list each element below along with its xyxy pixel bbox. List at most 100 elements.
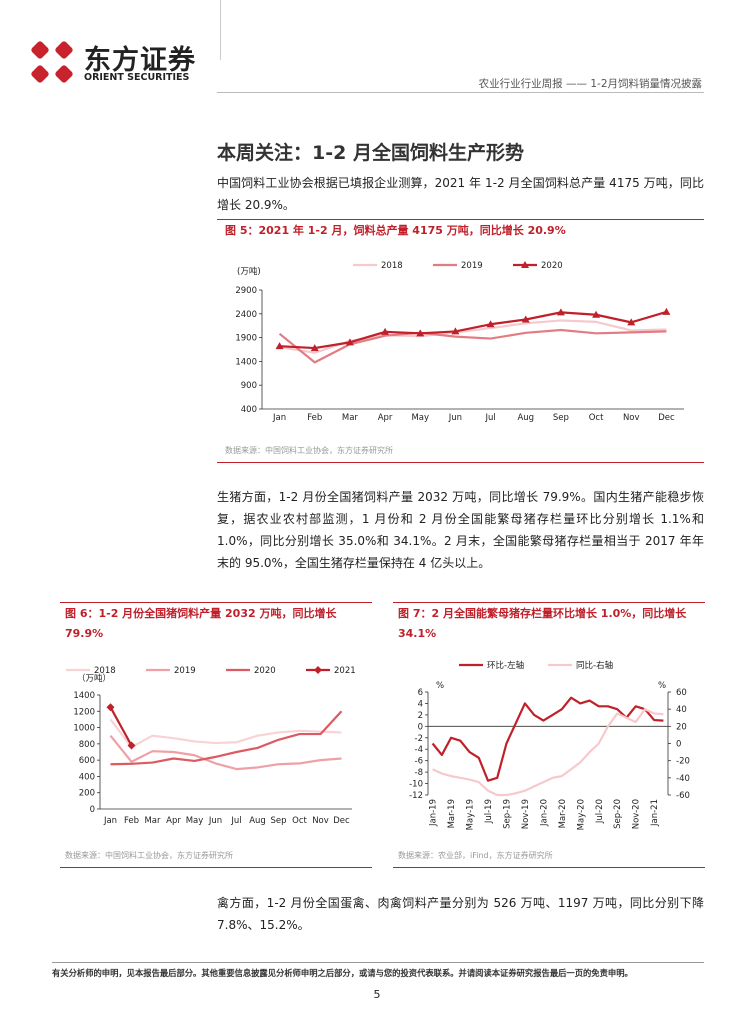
x-tick-label: Sep-20 — [613, 799, 623, 829]
x-tick-label: May — [411, 413, 429, 423]
x-tick-label: Jul-19 — [484, 799, 494, 824]
series-line — [109, 718, 342, 749]
series-line — [279, 310, 667, 350]
x-tick-label: Oct — [589, 413, 604, 423]
x-tick-label: May-19 — [466, 799, 476, 830]
point-marker — [106, 703, 115, 712]
section-title: 本周关注：1-2 月全国饲料生产形势 — [217, 142, 524, 164]
point-marker — [556, 308, 565, 316]
paragraph: 禽方面，1-2 月份全国蛋禽、肉禽饲料产量分别为 526 万吨、1197 万吨，… — [217, 896, 704, 932]
figure-source: 数据来源：中国饲料工业协会，东方证券研究所 — [225, 446, 393, 455]
legend-label: 2021 — [334, 666, 356, 676]
y-unit: (万吨) — [237, 266, 261, 277]
x-tick-label: Nov — [312, 816, 329, 826]
y-tick-label: 4 — [418, 699, 423, 709]
series-line — [110, 710, 343, 766]
x-tick-label: Mar — [144, 816, 161, 826]
point-marker — [662, 307, 671, 315]
figure-title: 图 5：2021 年 1-2 月，饲料总产量 4175 万吨，同比增长 20.9… — [225, 224, 566, 237]
figure-rule — [217, 219, 704, 220]
point-marker — [310, 344, 319, 352]
paragraph: 中国饲料工业协会根据已填报企业测算，2021 年 1-2 月全国饲料总产量 41… — [217, 176, 704, 212]
logo-mark — [31, 41, 73, 83]
x-tick-label: May-20 — [576, 799, 586, 830]
header-rule — [220, 0, 221, 60]
x-tick-label: Nov-19 — [521, 799, 531, 829]
page-number: 5 — [373, 988, 381, 1001]
x-tick-label: May — [186, 816, 204, 826]
y-tick-label: 1200 — [73, 707, 95, 717]
y-tick-label: -6 — [415, 757, 423, 767]
disclaimer: 有关分析师的申明，见本报告最后部分。其他重要信息披露见分析师申明之后部分，或请与… — [52, 968, 633, 978]
figure-rule — [60, 602, 372, 603]
x-tick-label: Jul — [484, 413, 495, 423]
paragraph: 生猪方面，1-2 月份全国猪饲料产量 2032 万吨，同比增长 79.9%。国内… — [217, 490, 704, 570]
header-line — [217, 92, 704, 93]
y-tick-label: 0 — [90, 805, 95, 815]
y-tick-label: -4 — [415, 745, 423, 755]
y2-tick-label: -40 — [676, 774, 690, 784]
y-tick-label: 400 — [241, 405, 257, 415]
y2-tick-label: -60 — [676, 791, 690, 801]
series-line — [432, 708, 664, 797]
point-marker — [592, 310, 601, 318]
figure-source: 数据来源：农业部，iFind，东方证券研究所 — [398, 851, 553, 860]
x-tick-label: Jan-21 — [650, 799, 660, 827]
x-tick-label: Mar-20 — [558, 799, 568, 828]
x-tick-label: Aug — [249, 816, 266, 826]
y2-tick-label: 40 — [676, 705, 687, 715]
legend-label: 2020 — [541, 261, 563, 271]
y-tick-label: 2 — [418, 711, 423, 721]
y-tick-label: 600 — [79, 756, 95, 766]
x-tick-label: Apr — [166, 816, 181, 826]
figure-source: 数据来源：中国饲料工业协会，东方证券研究所 — [65, 851, 233, 860]
y-tick-label: 1400 — [73, 691, 95, 701]
x-tick-label: Aug — [517, 413, 534, 423]
x-tick-label: Feb — [307, 413, 322, 423]
point-marker — [521, 315, 530, 323]
point-marker — [345, 338, 354, 346]
y-tick-label: 0 — [418, 722, 423, 732]
y-tick-label: 900 — [241, 381, 257, 391]
point-marker — [381, 327, 390, 335]
y-tick-label: -8 — [415, 768, 423, 778]
x-tick-label: Jan-19 — [429, 799, 439, 827]
legend-marker — [314, 666, 322, 674]
x-tick-label: Jun — [208, 816, 222, 826]
series-line — [278, 328, 667, 364]
x-tick-label: Sep — [270, 816, 286, 826]
y-tick-label: 1000 — [73, 724, 95, 734]
y2-unit: % — [658, 681, 666, 691]
x-tick-label: Nov-20 — [632, 799, 642, 829]
figure-rule — [393, 602, 705, 603]
report-title: 农业行业行业周报 —— 1-2月饲料销量情况披露 — [478, 78, 702, 90]
y2-tick-label: -20 — [676, 757, 690, 767]
point-marker — [451, 327, 460, 335]
y-tick-label: 800 — [79, 740, 95, 750]
point-marker — [627, 318, 636, 326]
y-tick-label: -10 — [409, 780, 423, 790]
figure-title: 图 7：2 月全国能繁母猪存栏量环比增长 1.0%，同比增长 34.1% — [398, 607, 687, 640]
x-tick-label: Sep — [553, 413, 569, 423]
point-marker — [275, 342, 284, 350]
x-tick-label: Jul-20 — [595, 799, 605, 824]
series-line — [109, 706, 133, 747]
y-unit: % — [436, 681, 444, 691]
legend-label: 2018 — [381, 261, 403, 271]
chart: 0 200 400 600 800 1000 1200 1400 （万吨） Jan Feb Mar Ap… — [66, 666, 356, 826]
y-tick-label: -2 — [415, 734, 423, 744]
point-marker — [486, 320, 495, 328]
y-tick-label: 1900 — [235, 334, 257, 344]
y-unit: （万吨） — [77, 673, 111, 684]
legend-label: 同比-右轴 — [576, 660, 613, 671]
x-tick-label: Nov — [623, 413, 640, 423]
figure-rule — [393, 867, 705, 868]
x-tick-label: Dec — [658, 413, 675, 423]
series-line — [431, 696, 664, 782]
figure-rule — [217, 462, 704, 463]
legend-label: 2019 — [461, 261, 483, 271]
chart: 400 900 1400 1900 2400 2900 (万吨) Jan Feb Mar Apr Ma… — [235, 261, 684, 423]
x-tick-label: Mar-19 — [447, 799, 457, 828]
y-tick-label: 2400 — [235, 310, 257, 320]
